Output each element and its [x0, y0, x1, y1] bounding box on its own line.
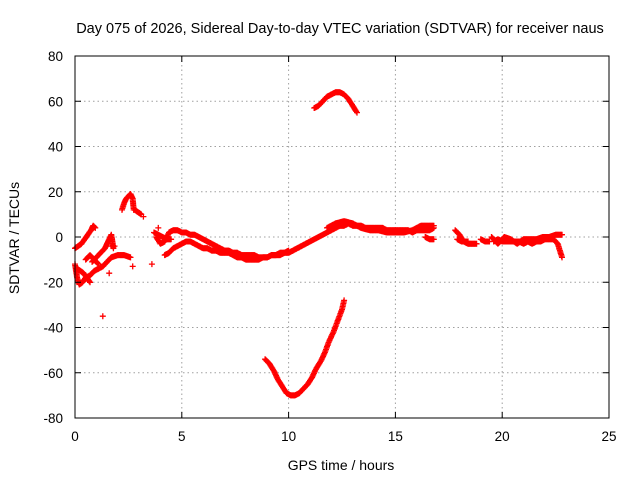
data-point [87, 279, 93, 286]
data-point [155, 224, 162, 231]
y-tick-labels: -80 -60 -40 -20 0 20 40 60 80 [43, 49, 63, 426]
data-point [430, 222, 437, 229]
data-point [473, 240, 480, 247]
data-point [465, 238, 471, 245]
y-tick-label: -80 [43, 411, 63, 426]
y-tick-label: 80 [48, 49, 63, 64]
data-point [95, 261, 102, 268]
data-point [559, 254, 565, 261]
data-point [92, 224, 99, 231]
y-tick-label: 0 [55, 230, 63, 245]
y-tick-label: -40 [43, 321, 63, 336]
x-tick-label: 20 [495, 429, 510, 444]
y-tick-label: 40 [48, 140, 63, 155]
data-point [140, 213, 147, 220]
data-point [559, 231, 565, 238]
x-tick-label: 5 [178, 429, 186, 444]
data-point [94, 260, 101, 267]
chart-title: Day 075 of 2026, Sidereal Day-to-day VTE… [76, 21, 604, 37]
data-point [168, 236, 175, 243]
data-point [91, 224, 98, 231]
data-point [148, 261, 155, 268]
y-tick-label: 60 [48, 94, 63, 109]
axis-ticks [74, 55, 610, 419]
y-tick-label: 20 [48, 185, 63, 200]
data-points [72, 89, 565, 399]
data-point [353, 108, 360, 115]
x-tick-label: 0 [71, 429, 79, 444]
data-point [430, 236, 437, 243]
data-point [111, 243, 118, 250]
data-point [285, 247, 292, 254]
data-point [341, 297, 348, 304]
data-point [127, 254, 134, 261]
x-tick-labels: 0 5 10 15 20 25 [71, 429, 616, 444]
x-tick-label: 15 [388, 429, 403, 444]
data-point [99, 313, 106, 320]
data-point [354, 109, 360, 116]
y-tick-label: -20 [43, 275, 63, 290]
x-tick-label: 25 [601, 429, 616, 444]
y-tick-label: -60 [43, 366, 63, 381]
x-axis-label: GPS time / hours [288, 457, 395, 473]
data-point [129, 263, 136, 270]
data-point [106, 270, 113, 277]
x-tick-label: 10 [281, 429, 296, 444]
data-point [86, 278, 93, 285]
y-axis-label: SDTVAR / TECUs [6, 182, 22, 294]
data-point [329, 330, 336, 337]
